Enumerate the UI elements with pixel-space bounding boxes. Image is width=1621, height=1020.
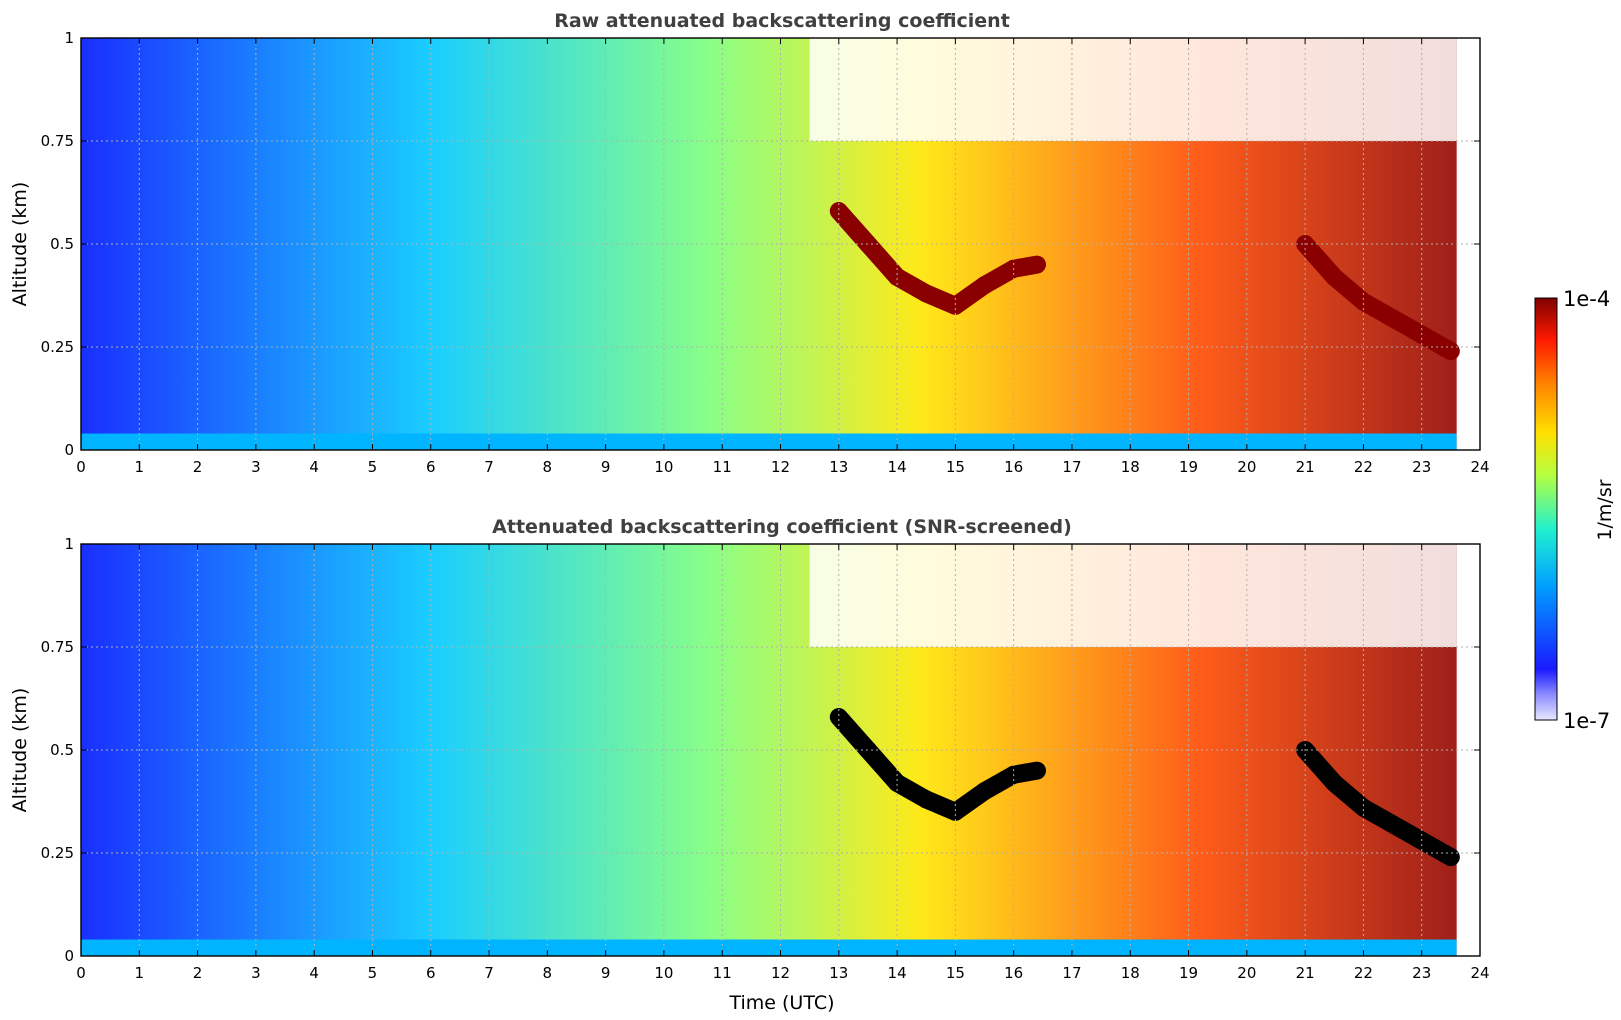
colorbar-max-label: 1e-4 [1563, 287, 1610, 311]
x-tick-label: 3 [251, 458, 261, 476]
x-tick-label: 21 [1296, 964, 1315, 982]
x-tick-label: 16 [1004, 458, 1023, 476]
panel-title: Attenuated backscattering coefficient (S… [492, 516, 1072, 538]
x-tick-label: 16 [1004, 964, 1023, 982]
x-tick-label: 11 [713, 964, 732, 982]
x-tick-label: 22 [1354, 458, 1373, 476]
cloud-layer-segment [1004, 761, 1046, 784]
x-tick-label: 9 [601, 458, 611, 476]
x-tick-label: 14 [888, 458, 907, 476]
x-tick-label: 17 [1062, 458, 1081, 476]
colorbar: 1e-4 1e-7 1/m/sr [1534, 287, 1616, 733]
y-tick-label: 0 [64, 441, 74, 459]
panel-title: Raw attenuated backscattering coefficien… [554, 10, 1010, 32]
x-tick-label: 10 [654, 458, 673, 476]
x-tick-label: 1 [135, 964, 145, 982]
x-tick-label: 15 [946, 964, 965, 982]
x-tick-label: 5 [368, 458, 378, 476]
cloud-layer-segment [1004, 255, 1046, 278]
colorbar-unit-label: 1/m/sr [1594, 479, 1616, 540]
y-axis-ticks: 0 0.25 0.5 0.75 1 [41, 535, 1480, 965]
x-axis-ticks: 0 1 2 3 4 5 6 7 8 9 10 11 12 13 14 15 16 17 18 19 20 21 22 23 24 [76, 544, 1490, 982]
screened-backscatter-panel: Attenuated backscattering coefficient (S… [9, 516, 1490, 1014]
x-tick-label: 23 [1412, 458, 1431, 476]
raw-backscatter-panel: Raw attenuated backscattering coefficien… [9, 10, 1490, 476]
x-tick-label: 18 [1121, 964, 1140, 982]
x-tick-label: 1 [135, 458, 145, 476]
near-surface-band [81, 939, 1457, 956]
x-tick-label: 21 [1296, 458, 1315, 476]
x-tick-label: 9 [601, 964, 611, 982]
x-axis-ticks: 0 1 2 3 4 5 6 7 8 9 10 11 12 13 14 15 16 17 18 19 20 21 22 23 24 [76, 38, 1490, 476]
x-tick-label: 23 [1412, 964, 1431, 982]
x-tick-label: 24 [1470, 964, 1489, 982]
x-tick-label: 10 [654, 964, 673, 982]
x-tick-label: 24 [1470, 458, 1489, 476]
y-tick-label: 0 [64, 947, 74, 965]
x-tick-label: 14 [888, 964, 907, 982]
x-tick-label: 22 [1354, 964, 1373, 982]
y-axis-label: Altitude (km) [9, 182, 31, 307]
y-tick-label: 0.25 [41, 338, 74, 356]
clear-sky-region [809, 38, 1457, 141]
colorbar-scale [1534, 297, 1558, 721]
x-tick-label: 6 [426, 964, 436, 982]
x-tick-label: 12 [771, 458, 790, 476]
x-tick-label: 20 [1237, 458, 1256, 476]
x-tick-label: 13 [829, 458, 848, 476]
x-tick-label: 19 [1179, 964, 1198, 982]
x-tick-label: 11 [713, 458, 732, 476]
x-tick-label: 3 [251, 964, 261, 982]
x-tick-label: 20 [1237, 964, 1256, 982]
x-tick-label: 8 [543, 964, 553, 982]
y-tick-label: 0.25 [41, 844, 74, 862]
x-tick-label: 5 [368, 964, 378, 982]
x-tick-label: 7 [484, 458, 494, 476]
x-tick-label: 2 [193, 458, 203, 476]
x-tick-label: 15 [946, 458, 965, 476]
x-tick-label: 0 [76, 964, 86, 982]
x-tick-label: 13 [829, 964, 848, 982]
clear-sky-region [809, 544, 1457, 647]
x-tick-label: 17 [1062, 964, 1081, 982]
x-tick-label: 4 [309, 964, 319, 982]
y-tick-label: 0.5 [50, 741, 74, 759]
x-tick-label: 7 [484, 964, 494, 982]
x-tick-label: 12 [771, 964, 790, 982]
x-tick-label: 6 [426, 458, 436, 476]
colorbar-min-label: 1e-7 [1563, 709, 1610, 733]
y-tick-label: 1 [64, 29, 74, 47]
y-tick-label: 0.75 [41, 638, 74, 656]
y-tick-label: 1 [64, 535, 74, 553]
cloud-layer-segment [1412, 325, 1460, 361]
x-tick-label: 2 [193, 964, 203, 982]
x-tick-label: 18 [1121, 458, 1140, 476]
near-surface-band [81, 433, 1457, 450]
x-tick-label: 4 [309, 458, 319, 476]
y-axis-ticks: 0 0.25 0.5 0.75 1 [41, 29, 1480, 459]
x-tick-label: 8 [543, 458, 553, 476]
cloud-layer-segment [1412, 831, 1460, 867]
x-tick-label: 19 [1179, 458, 1198, 476]
y-axis-label: Altitude (km) [9, 688, 31, 813]
y-tick-label: 0.75 [41, 132, 74, 150]
y-tick-label: 0.5 [50, 235, 74, 253]
x-tick-label: 0 [76, 458, 86, 476]
x-axis-label: Time (UTC) [728, 992, 834, 1014]
